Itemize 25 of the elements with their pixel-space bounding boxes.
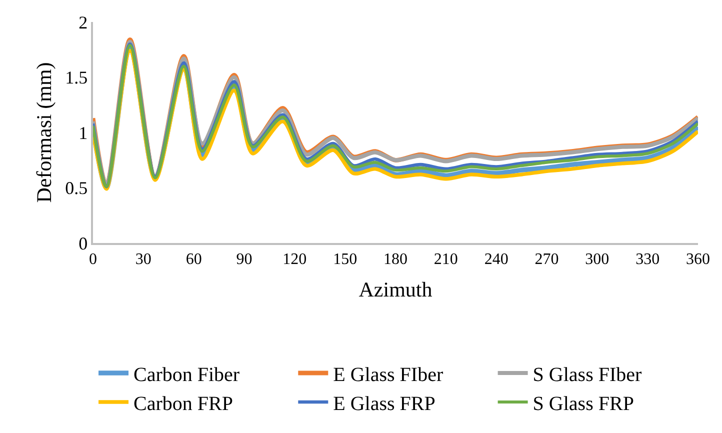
legend-label: Carbon FRP bbox=[134, 392, 233, 415]
x-tick-label: 360 bbox=[686, 250, 710, 268]
legend-label: E Glass FRP bbox=[333, 392, 436, 415]
legend-label: Carbon Fiber bbox=[134, 364, 240, 386]
x-tick-label: 300 bbox=[585, 250, 610, 268]
x-tick-label: 210 bbox=[434, 250, 458, 268]
x-tick-label: 120 bbox=[282, 250, 307, 268]
x-tick-label: 90 bbox=[236, 250, 252, 268]
x-tick-label: 30 bbox=[135, 250, 152, 268]
x-tick-label: 60 bbox=[186, 250, 202, 268]
x-tick-label: 180 bbox=[384, 250, 408, 268]
x-axis-title: Azimuth bbox=[358, 278, 433, 302]
x-tick-label: 150 bbox=[333, 250, 358, 268]
y-tick-label: 1 bbox=[78, 122, 88, 143]
x-tick-label: 270 bbox=[534, 250, 559, 268]
legend-label: S Glass FRP bbox=[532, 392, 634, 415]
y-tick-label: 0.5 bbox=[65, 178, 88, 198]
legend-label: E Glass FIber bbox=[333, 364, 444, 386]
y-tick-label: 1.5 bbox=[65, 68, 88, 88]
x-tick-label: 240 bbox=[484, 250, 508, 268]
y-axis-title: Deformasi (mm) bbox=[32, 62, 56, 203]
x-tick-label: 330 bbox=[636, 250, 660, 268]
legend-label: S Glass FIber bbox=[532, 364, 642, 386]
y-tick-label: 2 bbox=[78, 12, 88, 32]
y-tick-label: 0 bbox=[78, 233, 88, 254]
